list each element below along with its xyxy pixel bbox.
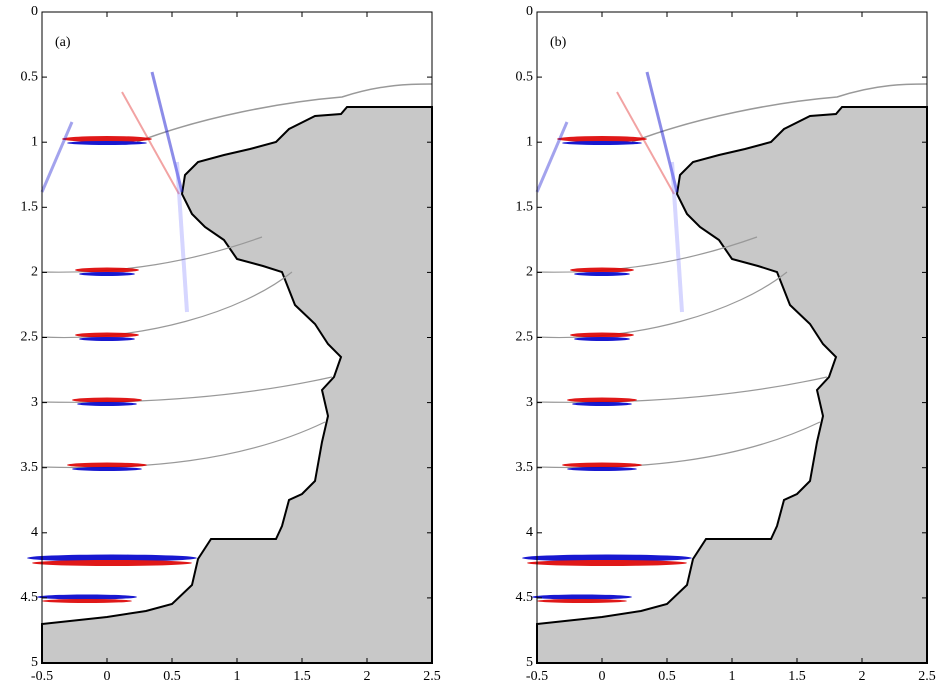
x-tick-label: -0.5 bbox=[31, 669, 53, 684]
y-tick-label: 5 bbox=[31, 655, 38, 670]
y-tick-label: 4 bbox=[31, 525, 38, 540]
y-tick-label: 5 bbox=[526, 655, 533, 670]
y-tick-label: 0.5 bbox=[21, 69, 39, 84]
x-tick-label: 1 bbox=[729, 669, 736, 684]
y-tick-label: 4.5 bbox=[21, 590, 39, 605]
y-tick-label: 2.5 bbox=[516, 330, 534, 345]
y-tick-label: 3 bbox=[526, 395, 533, 410]
y-tick-label: 1 bbox=[526, 134, 533, 149]
x-tick-label: 1.5 bbox=[293, 669, 311, 684]
x-tick-label: 0.5 bbox=[163, 669, 181, 684]
x-tick-label: 0.5 bbox=[658, 669, 676, 684]
y-tick-label: 3.5 bbox=[516, 460, 534, 475]
x-tick-label: -0.5 bbox=[526, 669, 548, 684]
x-tick-label: 1.5 bbox=[788, 669, 806, 684]
x-tick-label: 1 bbox=[234, 669, 241, 684]
x-tick-label: 2.5 bbox=[918, 669, 936, 684]
y-tick-label: 4 bbox=[526, 525, 533, 540]
y-tick-label: 3.5 bbox=[21, 460, 39, 475]
y-tick-label: 2 bbox=[526, 265, 533, 280]
y-tick-label: 3 bbox=[31, 395, 38, 410]
y-tick-label: 2 bbox=[31, 265, 38, 280]
y-tick-label: 4.5 bbox=[516, 590, 534, 605]
y-tick-label: 0.5 bbox=[516, 69, 534, 84]
panel-a: (a) bbox=[25, 10, 434, 665]
x-tick-label: 0 bbox=[104, 669, 111, 684]
x-tick-label: 2.5 bbox=[423, 669, 441, 684]
y-tick-label: 1.5 bbox=[516, 200, 534, 215]
panel-b: (b) bbox=[520, 10, 929, 665]
y-tick-label: 2.5 bbox=[21, 330, 39, 345]
y-tick-label: 0 bbox=[526, 4, 533, 19]
panel-label: (a) bbox=[55, 35, 71, 50]
panel-label: (b) bbox=[550, 35, 567, 50]
y-tick-label: 1 bbox=[31, 134, 38, 149]
y-tick-label: 0 bbox=[31, 4, 38, 19]
y-tick-label: 1.5 bbox=[21, 200, 39, 215]
x-tick-label: 0 bbox=[599, 669, 606, 684]
x-tick-label: 2 bbox=[364, 669, 371, 684]
x-tick-label: 2 bbox=[859, 669, 866, 684]
